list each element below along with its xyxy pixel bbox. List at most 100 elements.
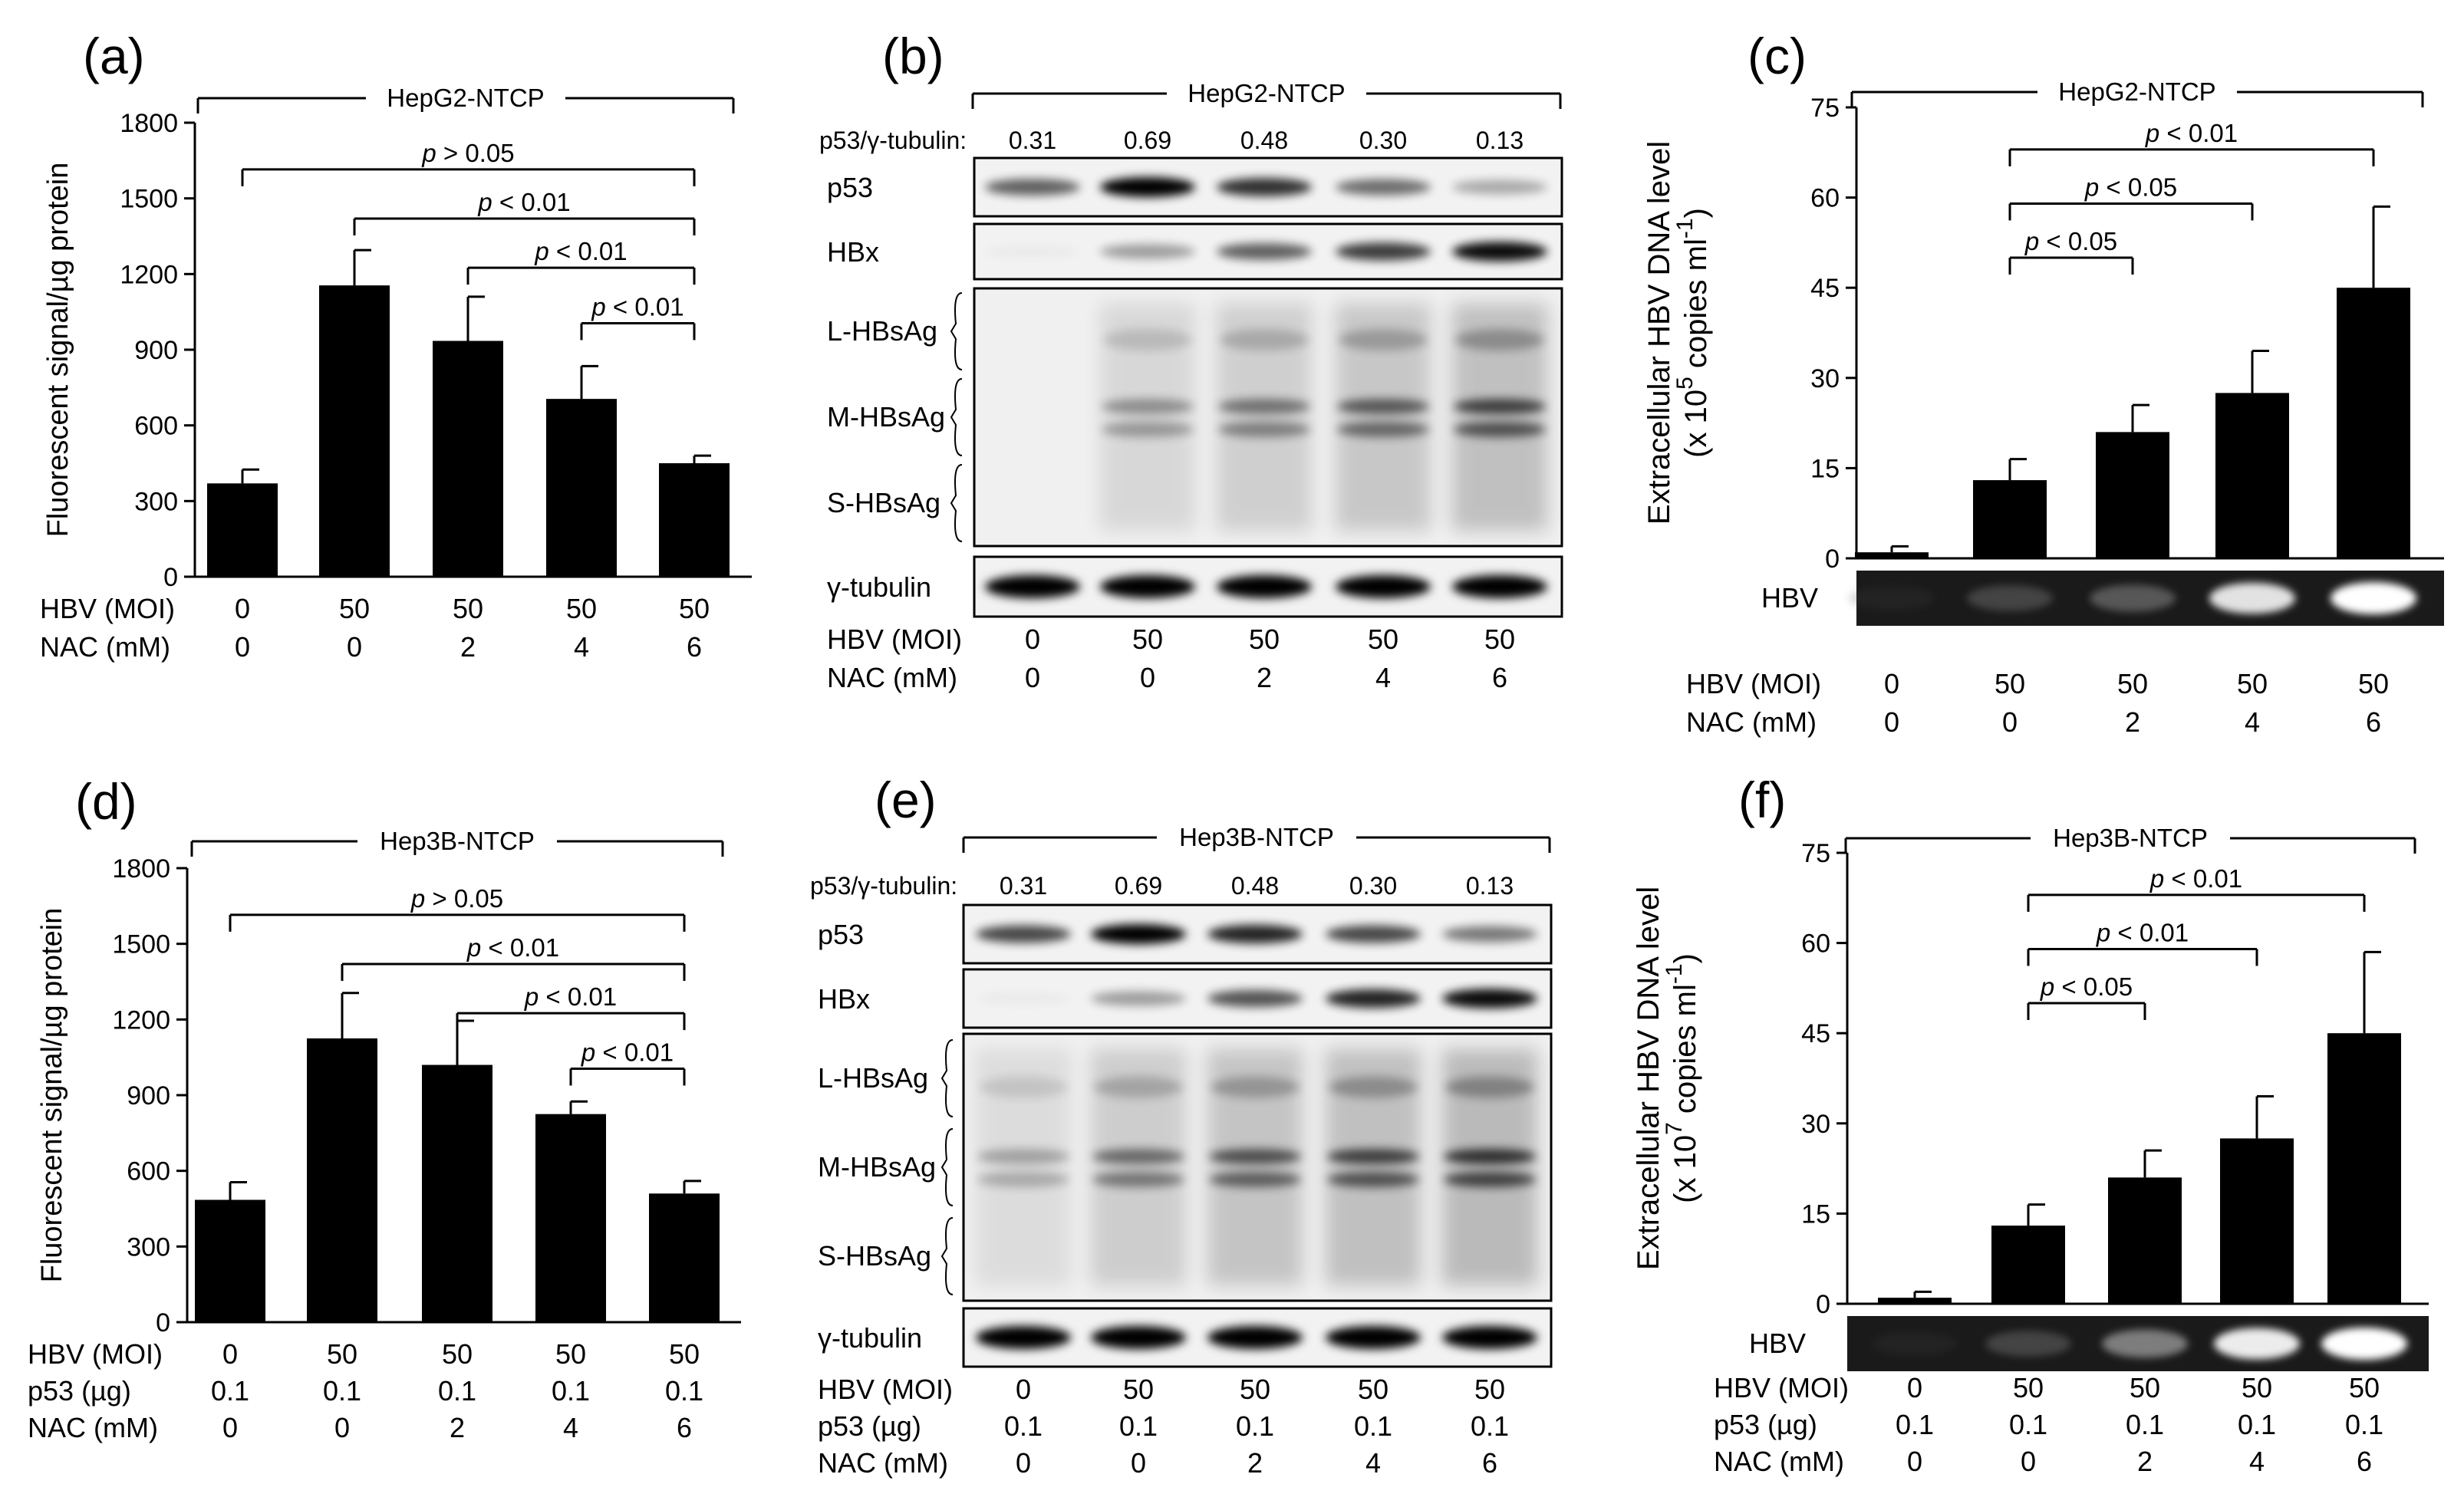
row-value: 0 (2021, 1446, 2036, 1477)
blot-band (1454, 422, 1546, 437)
blot-band (1103, 329, 1192, 351)
row-value: 0.1 (211, 1375, 249, 1407)
row-value: 50 (1484, 624, 1515, 655)
blot-band (1336, 575, 1431, 598)
bar (2337, 288, 2410, 558)
blot-band (1209, 1172, 1301, 1187)
row-value: 50 (2358, 668, 2389, 699)
bar (1973, 480, 2047, 558)
significance-label: p < 0.05 (2084, 173, 2177, 201)
y-tick-label: 45 (1810, 274, 1840, 303)
row-label: NAC (mM) (1686, 706, 1817, 738)
gel-band (2214, 1328, 2300, 1360)
bar (2096, 432, 2169, 558)
row-value: 50 (442, 1338, 473, 1370)
band-brace (950, 292, 963, 370)
bar-chart-panel: (d)Hep3B-NTCP0300600900120015001800Fluor… (28, 773, 741, 1443)
row-value: 0.1 (2238, 1409, 2276, 1440)
bar (207, 483, 278, 577)
y-tick-label: 1200 (112, 1005, 170, 1035)
bar (1878, 1298, 1952, 1304)
gel-band (2321, 1328, 2407, 1360)
significance-label: p < 0.01 (2096, 918, 2189, 946)
row-value: 0 (1025, 662, 1040, 693)
row-value: 0 (1884, 706, 1899, 738)
blot-band (1092, 1172, 1184, 1187)
band-label: p53 (818, 919, 864, 950)
row-value: 0.1 (552, 1375, 590, 1407)
blot-band (977, 1172, 1069, 1187)
panel-label: (c) (1748, 28, 1807, 84)
significance-label: p < 0.01 (466, 933, 559, 962)
y-axis-label: Extracellular HBV DNA level (1632, 887, 1665, 1270)
row-value: 50 (2349, 1372, 2380, 1403)
blot-band (1091, 924, 1186, 944)
bar (659, 463, 730, 577)
blot-band (1454, 399, 1546, 414)
blot-band (1218, 399, 1310, 414)
blot-band (1091, 1326, 1186, 1349)
y-tick-label: 45 (1801, 1019, 1830, 1048)
y-axis-label: Fluorescent signal/µg protein (42, 163, 74, 538)
gel-label: HBV (1761, 582, 1818, 614)
row-value: 50 (1358, 1374, 1388, 1405)
blot-band (976, 1326, 1071, 1349)
y-tick-label: 15 (1810, 454, 1840, 483)
row-value: 50 (2130, 1372, 2160, 1403)
gel-band (1849, 586, 1935, 610)
blot-band (1209, 1149, 1301, 1164)
band-label: γ-tubulin (818, 1322, 922, 1354)
blot-band (1329, 1076, 1418, 1098)
significance-label: p < 0.01 (524, 982, 617, 1011)
y-tick-label: 900 (134, 336, 178, 365)
y-axis-unit-label: (x 105 copies ml-1) (1672, 208, 1713, 458)
row-value: 50 (2237, 668, 2268, 699)
group-label: Hep3B-NTCP (1179, 823, 1334, 851)
blot-band (1442, 989, 1537, 1009)
significance-label: p < 0.01 (2149, 864, 2242, 893)
bar (2215, 393, 2289, 558)
ratio-value: 0.48 (1231, 872, 1279, 900)
blot-band (976, 992, 1071, 1005)
row-value: 0.1 (665, 1375, 703, 1407)
significance-label: p < 0.01 (534, 237, 627, 265)
y-tick-label: 60 (1801, 930, 1830, 959)
row-value: 50 (339, 593, 370, 624)
blot-band (985, 575, 1080, 598)
row-value: 0.1 (1119, 1410, 1158, 1442)
ratio-label: p53/γ-tubulin: (810, 872, 957, 900)
row-value: 0.1 (1471, 1410, 1509, 1442)
western-blot-panel: (b) HepG2-NTCP p53/γ-tubulin: 0.31 0.69 0.48 0… (819, 28, 1563, 693)
panel-label: (e) (875, 772, 937, 828)
blot-band (1327, 1172, 1419, 1187)
band-brace (950, 378, 963, 456)
blot-band (1217, 178, 1312, 196)
panel-label: (f) (1738, 772, 1786, 828)
row-label: NAC (mM) (818, 1447, 948, 1479)
row-value: 0.1 (2345, 1409, 2383, 1440)
row-value: 50 (566, 593, 597, 624)
row-value: 2 (1247, 1447, 1263, 1479)
blot-band (1337, 422, 1429, 437)
group-label: HepG2-NTCP (1188, 79, 1345, 107)
blot-band (1100, 177, 1195, 197)
bar (546, 399, 617, 577)
y-tick-label: 1500 (112, 930, 170, 959)
row-value: 6 (677, 1412, 692, 1443)
row-value: 2 (2137, 1446, 2153, 1477)
row-value: 6 (2357, 1446, 2372, 1477)
row-label: HBV (MOI) (28, 1338, 163, 1370)
row-value: 0.1 (1354, 1410, 1392, 1442)
group-label: HepG2-NTCP (387, 84, 544, 112)
ratio-label: p53/γ-tubulin: (819, 127, 967, 154)
blot-band (1102, 399, 1194, 414)
bar-chart-panel: (a)HepG2-NTCP0300600900120015001800Fluor… (40, 28, 752, 663)
row-value: 0 (1907, 1446, 1922, 1477)
row-value: 0 (1025, 624, 1040, 655)
ratio-value: 0.69 (1115, 872, 1162, 900)
bar (2327, 1033, 2401, 1304)
blot-band (1207, 924, 1303, 944)
significance-label: p > 0.05 (421, 139, 514, 167)
blot-band (1094, 1076, 1183, 1098)
blot-band (985, 179, 1080, 196)
